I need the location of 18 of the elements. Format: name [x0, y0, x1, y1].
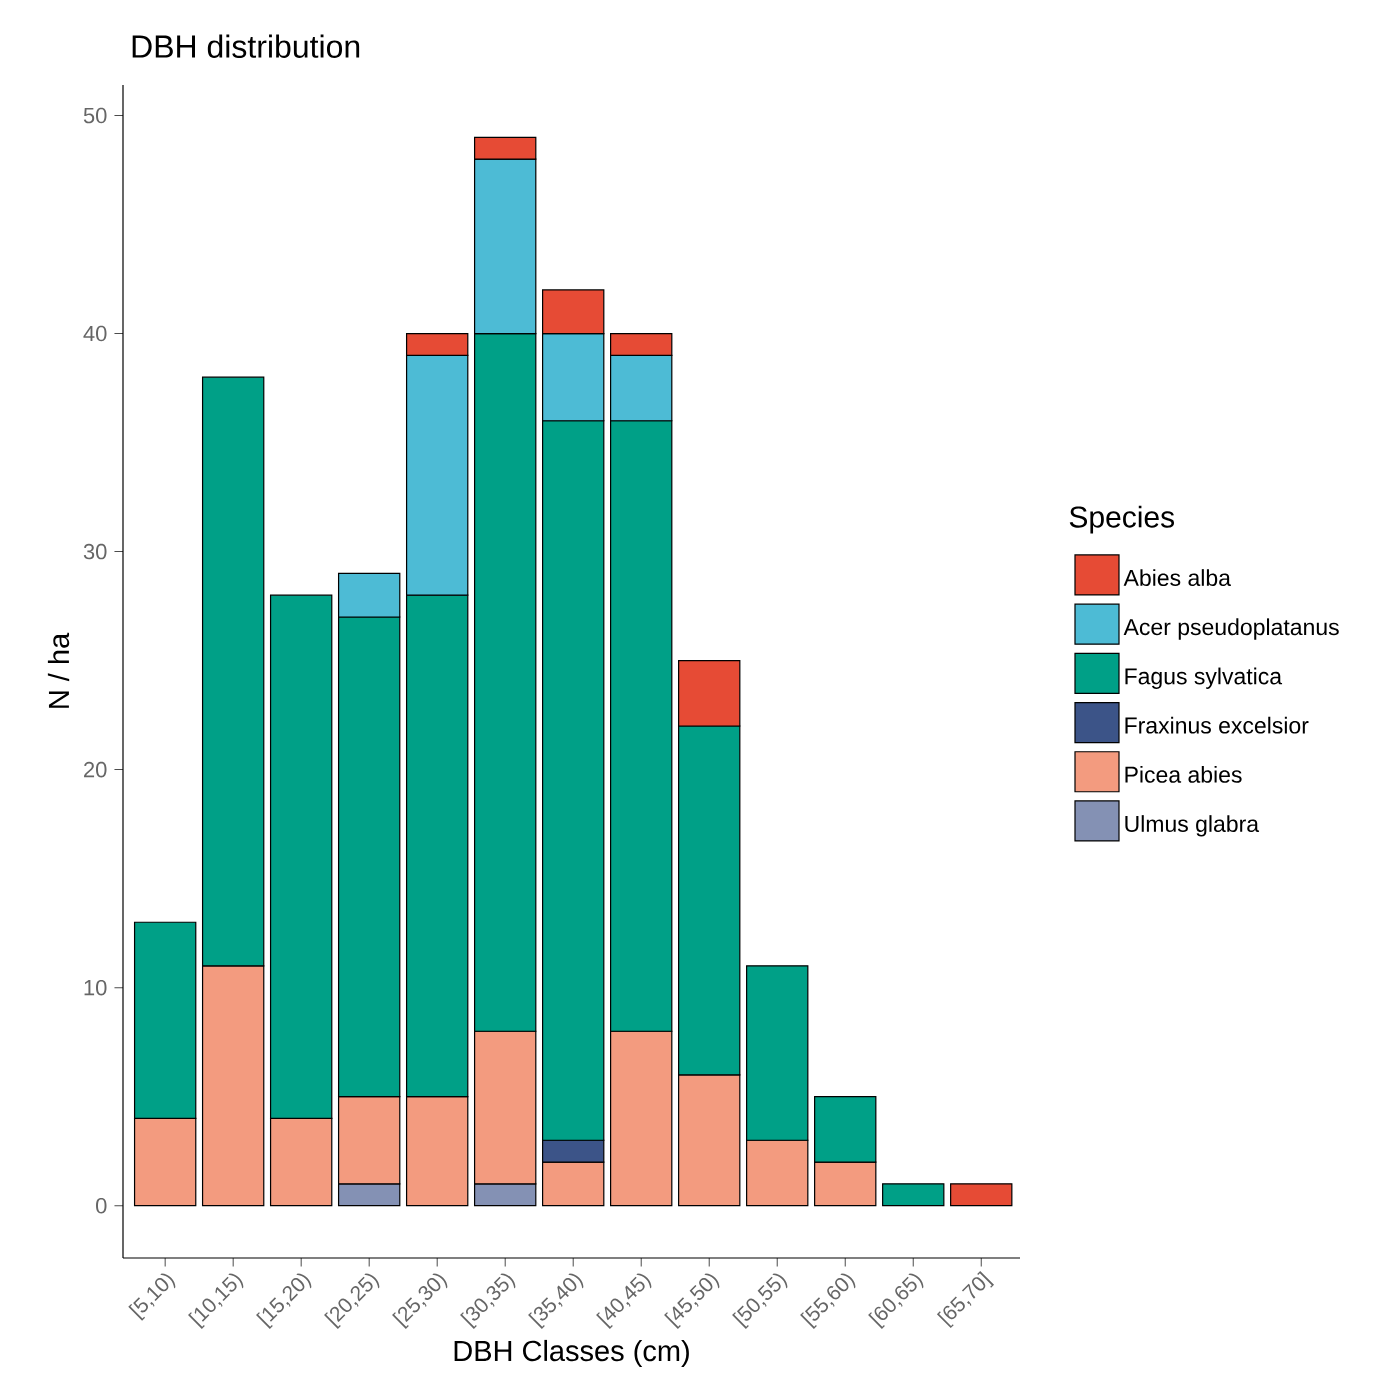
legend-label: Picea abies — [1125, 765, 1242, 783]
bar — [882, 1183, 945, 1207]
legend-label: Abies alba — [1123, 569, 1231, 587]
y-tick-label: 0 — [96, 1197, 107, 1214]
bar — [950, 1183, 1013, 1207]
legend-label: Fraxinus excelsior — [1125, 716, 1309, 734]
y-tick-label: 50 — [83, 107, 107, 124]
y-tick-label: 40 — [83, 325, 107, 342]
y-axis-title: N / ha — [47, 632, 70, 708]
y-tick-label: 20 — [84, 761, 107, 778]
legend-label: Acer pseudoplatanus — [1123, 618, 1339, 640]
chart-title: DBH distribution — [132, 34, 360, 58]
legend-title: Species — [1069, 505, 1175, 534]
x-axis-title: DBH Classes (cm) — [454, 1339, 689, 1367]
y-tick-label: 10 — [84, 979, 107, 996]
legend-label: Ulmus glabra — [1125, 815, 1260, 837]
y-tick-label: 30 — [83, 543, 107, 560]
legend-label: Fagus sylvatica — [1125, 667, 1283, 689]
